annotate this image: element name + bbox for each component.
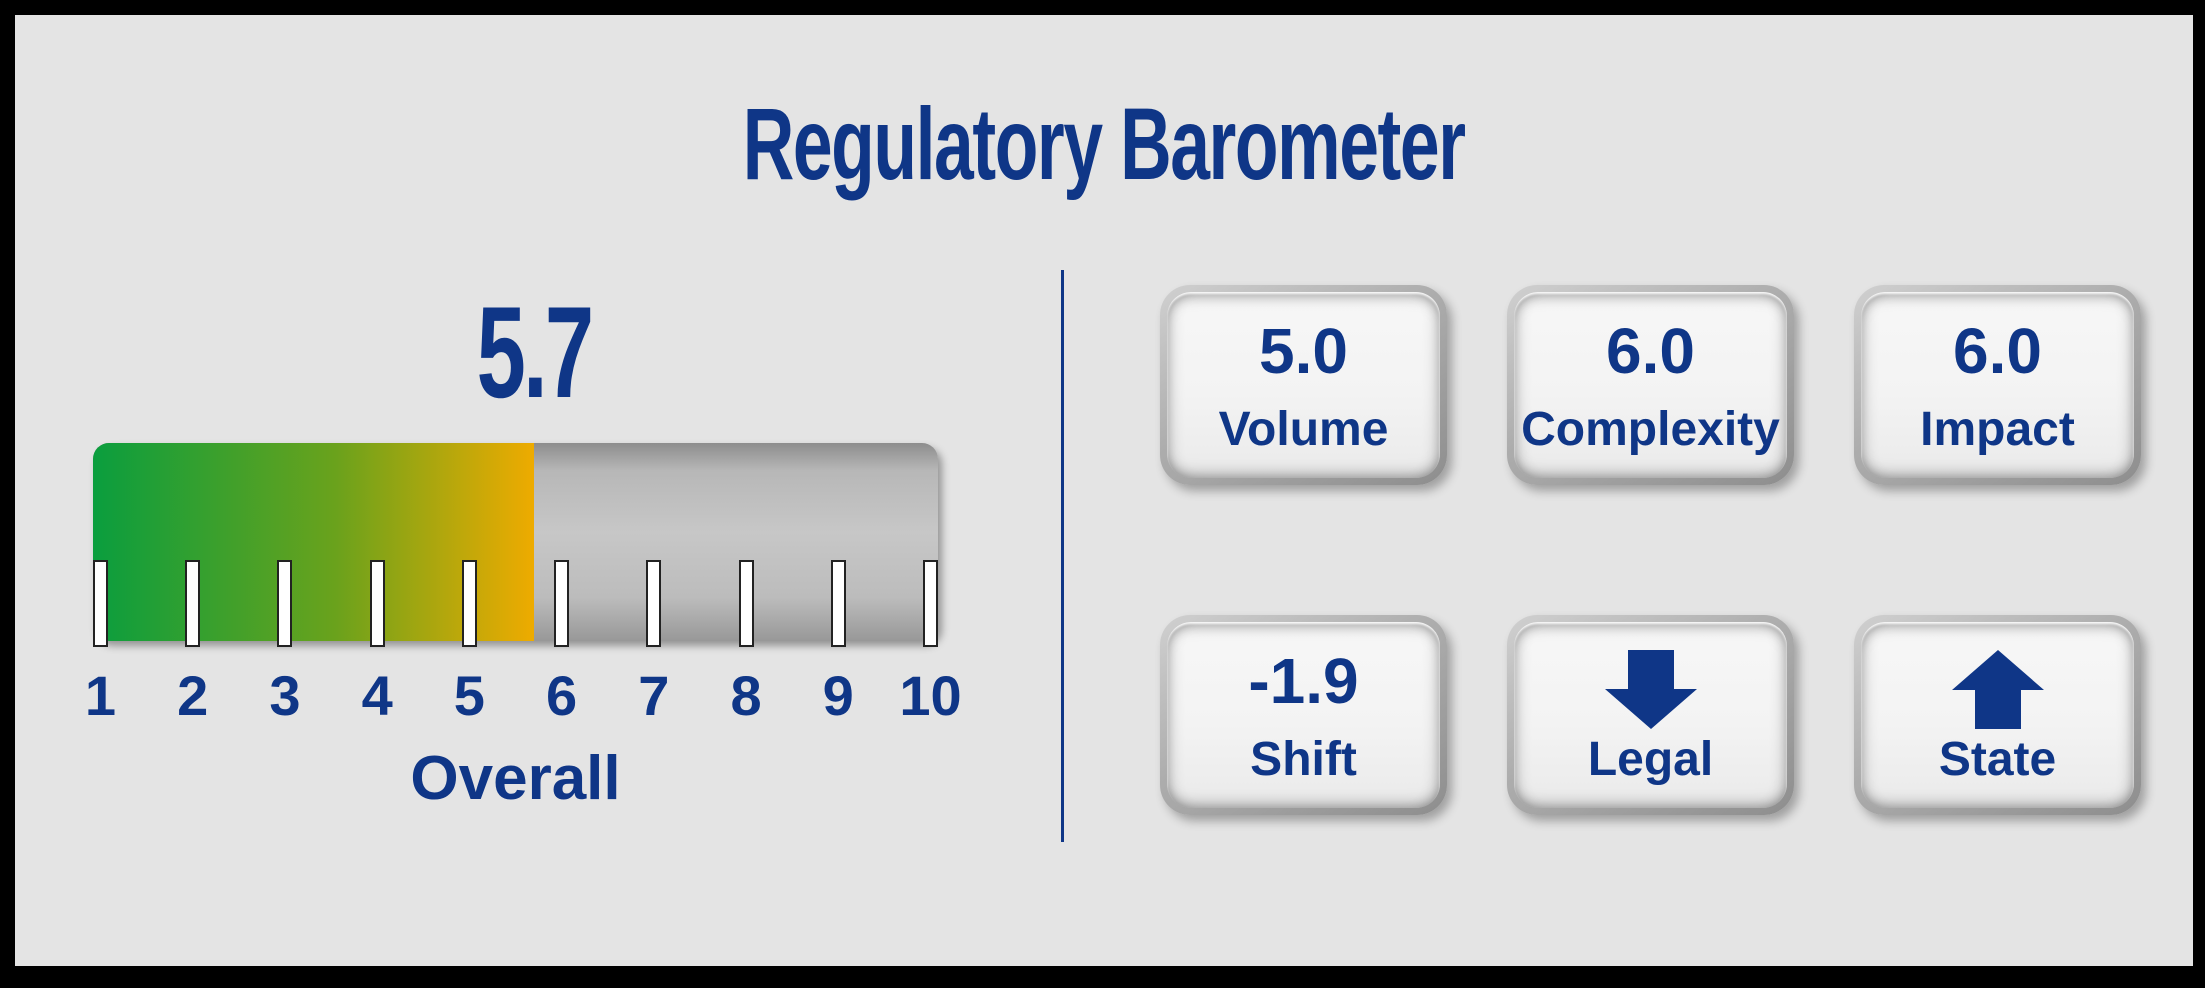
tick-mark [554, 560, 570, 647]
metric-card-complexity: 6.0 Complexity [1507, 285, 1794, 485]
down-arrow-icon [1604, 650, 1697, 729]
tick-mark [369, 560, 385, 647]
gauge-track [93, 443, 938, 641]
tick-label: 6 [546, 664, 578, 727]
tick-label: 5 [453, 664, 485, 727]
metric-card-volume: 5.0 Volume [1160, 285, 1447, 485]
tick-mark [277, 560, 293, 647]
metric-value: 6.0 [1953, 315, 2042, 387]
up-arrow-icon [1951, 650, 2044, 729]
page-title-text: Regulatory Barometer [743, 87, 1466, 201]
metric-card-state: State [1854, 615, 2141, 815]
tick-label: 2 [177, 664, 209, 727]
tick-mark [646, 560, 662, 647]
gauge-ticks [93, 560, 938, 647]
tick-label: 10 [899, 664, 962, 727]
divider-line [1061, 270, 1064, 842]
metric-card-legal: Legal [1507, 615, 1794, 815]
tick-mark [922, 560, 938, 647]
tick-label: 9 [822, 664, 854, 727]
tick-label: 3 [269, 664, 301, 727]
metric-cards: 5.0 Volume 6.0 Complexity 6.0 Impact -1.… [1160, 285, 2141, 815]
gauge-value-wrap: 5.7 [450, 287, 619, 417]
metric-label: Volume [1218, 403, 1389, 456]
tick-mark [738, 560, 754, 647]
tick-label: 8 [730, 664, 762, 727]
gauge-value: 5.7 [476, 279, 594, 425]
tick-label: 1 [84, 664, 117, 727]
metric-card-impact: 6.0 Impact [1854, 285, 2141, 485]
metric-card-face: 6.0 Complexity [1514, 292, 1787, 478]
metric-card-face: -1.9 Shift [1167, 622, 1440, 808]
metric-card-face: State [1861, 622, 2134, 808]
tick-mark [93, 560, 108, 647]
tick-label: 7 [638, 664, 670, 727]
tick-mark [185, 560, 201, 647]
metric-card-shift: -1.9 Shift [1160, 615, 1447, 815]
page-title: Regulatory Barometer [15, 93, 2193, 195]
metric-label: State [1938, 733, 2057, 786]
metric-value: -1.9 [1248, 645, 1359, 717]
gauge-tick-labels: 1 2 3 4 5 6 7 8 9 10 [84, 664, 962, 727]
metric-value: 6.0 [1606, 315, 1695, 387]
metric-label: Legal [1587, 733, 1714, 786]
gauge-axis-title: Overall [410, 744, 621, 813]
tick-mark [830, 560, 846, 647]
metric-label: Impact [1920, 403, 2075, 456]
tick-mark [461, 560, 477, 647]
overall-gauge: 5.7 1 2 3 4 5 6 7 8 9 10 Overall [85, 287, 962, 810]
dashboard-canvas: Regulatory Barometer 5.7 1 2 3 4 5 6 7 8 9 10 Ove… [15, 15, 2193, 966]
metric-card-face: 6.0 Impact [1861, 292, 2134, 478]
metric-label: Complexity [1521, 403, 1780, 456]
metric-label: Shift [1250, 733, 1357, 786]
metric-value: 5.0 [1259, 315, 1348, 387]
metric-card-face: Legal [1514, 622, 1787, 808]
metric-card-face: 5.0 Volume [1167, 292, 1440, 478]
tick-label: 4 [361, 664, 393, 727]
gauge-fill [93, 443, 535, 641]
